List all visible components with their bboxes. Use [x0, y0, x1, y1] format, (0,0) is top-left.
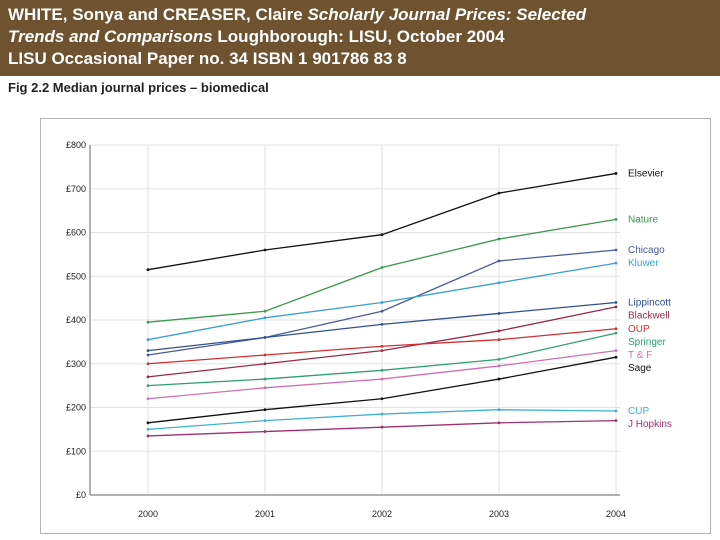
figure-title: Fig 2.2 Median journal prices – biomedic… — [8, 80, 269, 95]
legend-label-chicago: Chicago — [628, 245, 665, 256]
data-point-elsevier-2001 — [263, 248, 267, 252]
data-point-elsevier-2003 — [497, 191, 501, 195]
legend-label-kluwer: Kluwer — [628, 258, 659, 269]
data-point-t-f-2004 — [614, 349, 618, 353]
data-point-lippincott-2000 — [146, 349, 150, 353]
citation-line-1: WHITE, Sonya and CREASER, Claire Scholar… — [8, 4, 712, 26]
y-tick-label-400: £400 — [66, 315, 86, 325]
data-point-blackwell-2001 — [263, 362, 267, 366]
legend-label-t-f: T & F — [628, 350, 652, 361]
data-point-nature-2001 — [263, 309, 267, 313]
citation-line-3: LISU Occasional Paper no. 34 ISBN 1 9017… — [8, 49, 407, 68]
y-tick-label-700: £700 — [66, 184, 86, 194]
data-point-nature-2003 — [497, 237, 501, 241]
data-point-springer-2001 — [263, 377, 267, 381]
data-point-sage-2000 — [146, 421, 150, 425]
legend-label-blackwell: Blackwell — [628, 311, 670, 322]
data-point-t-f-2001 — [263, 386, 267, 390]
data-point-lippincott-2003 — [497, 312, 501, 315]
x-tick-label-2000: 2000 — [138, 509, 158, 519]
legend-label-j-hopkins: J Hopkins — [628, 419, 672, 430]
data-point-cup-2004 — [614, 409, 618, 413]
data-point-j-hopkins-2001 — [263, 430, 267, 433]
x-tick-label-2002: 2002 — [372, 509, 392, 519]
citation-publisher: Loughborough: LISU, October 2004 — [212, 27, 505, 46]
citation-header: WHITE, Sonya and CREASER, Claire Scholar… — [0, 0, 720, 76]
data-point-kluwer-2002 — [380, 301, 384, 304]
x-tick-label-2004: 2004 — [606, 509, 626, 519]
data-point-chicago-2002 — [380, 309, 384, 313]
data-point-j-hopkins-2003 — [497, 421, 501, 425]
chart-frame — [40, 118, 711, 534]
data-point-springer-2003 — [497, 357, 501, 361]
data-point-nature-2002 — [380, 266, 384, 269]
data-point-nature-2000 — [146, 320, 150, 324]
data-point-oup-2000 — [146, 362, 150, 366]
legend-label-elsevier: Elsevier — [628, 168, 664, 179]
data-point-j-hopkins-2004 — [614, 419, 618, 423]
data-point-chicago-2000 — [146, 353, 150, 357]
legend-label-nature: Nature — [628, 214, 658, 225]
data-point-j-hopkins-2002 — [380, 425, 384, 429]
citation-title-part2: Trends and Comparisons — [8, 27, 213, 46]
data-point-sage-2003 — [497, 377, 501, 381]
data-point-cup-2000 — [146, 427, 150, 431]
y-tick-label-0: £0 — [76, 490, 86, 500]
data-point-chicago-2003 — [497, 259, 501, 263]
data-point-kluwer-2001 — [263, 316, 267, 320]
data-point-cup-2001 — [263, 419, 267, 423]
citation-line-2: Trends and Comparisons Loughborough: LIS… — [8, 26, 712, 48]
data-point-chicago-2004 — [614, 248, 618, 252]
y-tick-label-800: £800 — [66, 140, 86, 150]
x-tick-label-2001: 2001 — [255, 509, 275, 519]
data-point-lippincott-2001 — [263, 336, 267, 339]
data-point-sage-2001 — [263, 408, 267, 412]
data-point-elsevier-2002 — [380, 233, 384, 237]
data-point-kluwer-2000 — [146, 338, 150, 342]
data-point-blackwell-2000 — [146, 375, 150, 379]
data-point-blackwell-2002 — [380, 349, 384, 353]
data-point-t-f-2000 — [146, 397, 150, 401]
legend-label-cup: CUP — [628, 406, 649, 417]
data-point-elsevier-2004 — [614, 172, 618, 175]
data-point-blackwell-2003 — [497, 329, 501, 333]
data-point-springer-2002 — [380, 368, 384, 372]
legend-label-springer: Springer — [628, 337, 666, 348]
data-point-elsevier-2000 — [146, 268, 150, 272]
data-point-kluwer-2003 — [497, 281, 501, 285]
citation-title-part1: Scholarly Journal Prices: Selected — [307, 5, 587, 24]
data-point-cup-2003 — [497, 408, 501, 412]
data-point-oup-2002 — [380, 344, 384, 348]
legend-label-lippincott: Lippincott — [628, 298, 671, 309]
data-point-nature-2004 — [614, 217, 618, 221]
citation-authors: WHITE, Sonya and CREASER, Claire — [8, 5, 308, 24]
data-point-oup-2004 — [614, 327, 618, 331]
data-point-blackwell-2004 — [614, 305, 618, 309]
legend-label-oup: OUP — [628, 324, 650, 335]
data-point-kluwer-2004 — [614, 261, 618, 265]
data-point-t-f-2002 — [380, 377, 384, 381]
y-tick-label-500: £500 — [66, 271, 86, 281]
y-tick-label-100: £100 — [66, 446, 86, 456]
data-point-oup-2001 — [263, 353, 267, 357]
legend-label-sage: Sage — [628, 363, 652, 374]
y-tick-label-300: £300 — [66, 359, 86, 369]
y-tick-label-600: £600 — [66, 228, 86, 238]
data-point-j-hopkins-2000 — [146, 434, 150, 438]
data-point-cup-2002 — [380, 412, 384, 416]
y-tick-label-200: £200 — [66, 403, 86, 413]
data-point-springer-2000 — [146, 384, 150, 388]
data-point-t-f-2003 — [497, 364, 501, 368]
data-point-lippincott-2004 — [614, 301, 618, 304]
data-point-oup-2003 — [497, 338, 501, 342]
x-tick-label-2003: 2003 — [489, 509, 509, 519]
data-point-lippincott-2002 — [380, 322, 384, 326]
data-point-sage-2004 — [614, 355, 618, 359]
data-point-sage-2002 — [380, 397, 384, 401]
data-point-springer-2004 — [614, 331, 618, 335]
